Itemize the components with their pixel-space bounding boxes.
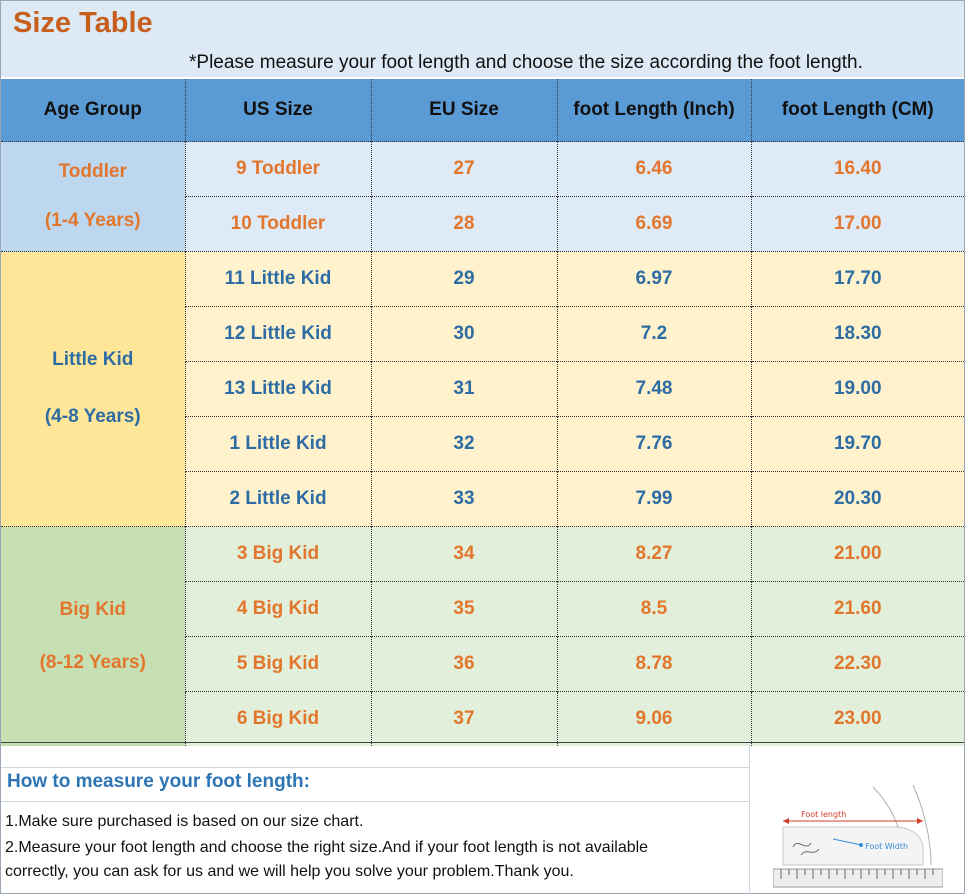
eu-size-cell: 32: [370, 416, 557, 472]
us-size-cell: 12 Little Kid: [184, 306, 371, 362]
eu-size-cell: 27: [370, 141, 557, 197]
header-eu-size: EU Size: [370, 79, 557, 142]
table-row: 4 Big Kid 35 8.5 21.60: [1, 581, 964, 637]
eu-size-cell: 36: [370, 636, 557, 692]
inch-cell: 8.78: [556, 636, 751, 692]
table-row: 10 Toddler 28 6.69 17.00: [1, 196, 964, 252]
us-size-cell: 6 Big Kid: [184, 691, 371, 746]
cm-cell: 16.40: [750, 141, 964, 197]
measure-note: *Please measure your foot length and cho…: [189, 52, 863, 73]
inch-cell: 8.27: [556, 526, 751, 582]
us-size-cell: 10 Toddler: [184, 196, 371, 252]
age-group-little-kid: Little Kid (4-8 Years): [1, 251, 185, 527]
howto-heading: How to measure your foot length:: [7, 771, 310, 792]
table-row: 5 Big Kid 36 8.78 22.30: [1, 636, 964, 692]
table-row: 12 Little Kid 30 7.2 18.30: [1, 306, 964, 362]
header-foot-length-cm: foot Length (CM): [750, 79, 964, 142]
header-foot-length-inch: foot Length (Inch): [556, 79, 751, 142]
cm-cell: 22.30: [750, 636, 964, 692]
group-range: (1-4 Years): [44, 209, 141, 231]
instruction-step-3: correctly, you can ask for us and we wil…: [5, 863, 574, 880]
group-name: Toddler: [58, 160, 127, 182]
table-row: 6 Big Kid 37 9.06 23.00: [1, 691, 964, 746]
inch-cell: 6.97: [556, 251, 751, 307]
cm-cell: 21.00: [750, 526, 964, 582]
inch-cell: 8.5: [556, 581, 751, 637]
cm-cell: 23.00: [750, 691, 964, 746]
us-size-cell: 1 Little Kid: [184, 416, 371, 472]
us-size-cell: 11 Little Kid: [184, 251, 371, 307]
us-size-cell: 9 Toddler: [184, 141, 371, 197]
header-age-group: Age Group: [1, 79, 185, 142]
us-size-cell: 4 Big Kid: [184, 581, 371, 637]
ruler-ticks: [780, 869, 934, 879]
foot-length-label: Foot length: [801, 810, 846, 819]
eu-size-cell: 34: [370, 526, 557, 582]
inch-cell: 7.2: [556, 306, 751, 362]
group-name: Big Kid: [59, 598, 127, 620]
table-row: 1 Little Kid 32 7.76 19.70: [1, 416, 964, 472]
us-size-cell: 5 Big Kid: [184, 636, 371, 692]
eu-size-cell: 33: [370, 471, 557, 527]
cm-cell: 20.30: [750, 471, 964, 527]
inch-cell: 7.99: [556, 471, 751, 527]
cm-cell: 19.00: [750, 361, 964, 417]
cm-cell: 17.70: [750, 251, 964, 307]
table-row: Little Kid (4-8 Years) 11 Little Kid 29 …: [1, 251, 964, 527]
eu-size-cell: 31: [370, 361, 557, 417]
cm-cell: 21.60: [750, 581, 964, 637]
page-title: Size Table: [13, 7, 153, 39]
size-table: Age Group US Size EU Size foot Length (I…: [1, 79, 964, 746]
divider: [1, 801, 749, 802]
group-range: (8-12 Years): [39, 651, 146, 673]
age-group-toddler: Toddler (1-4 Years): [1, 141, 185, 252]
eu-size-cell: 28: [370, 196, 557, 252]
inch-cell: 7.48: [556, 361, 751, 417]
us-size-cell: 3 Big Kid: [184, 526, 371, 582]
cm-cell: 19.70: [750, 416, 964, 472]
group-name: Little Kid: [52, 349, 134, 371]
table-row: 2 Little Kid 33 7.99 20.30: [1, 471, 964, 527]
table-row: Big Kid (8-12 Years) 3 Big Kid 34 8.27 2…: [1, 526, 964, 746]
table-row: Toddler (1-4 Years) 9 Toddler 27 6.46 16…: [1, 141, 964, 252]
title-band: Size Table *Please measure your foot len…: [1, 1, 964, 77]
inch-cell: 6.46: [556, 141, 751, 197]
group-range: (4-8 Years): [44, 406, 141, 427]
eu-size-cell: 35: [370, 581, 557, 637]
inch-cell: 7.76: [556, 416, 751, 472]
age-group-big-kid: Big Kid (8-12 Years): [1, 526, 185, 746]
divider: [749, 743, 750, 894]
eu-size-cell: 30: [370, 306, 557, 362]
inch-cell: 9.06: [556, 691, 751, 746]
foot-width-label: Foot Width: [865, 842, 908, 851]
inch-cell: 6.69: [556, 196, 751, 252]
eu-size-cell: 29: [370, 251, 557, 307]
divider: [1, 767, 749, 768]
us-size-cell: 13 Little Kid: [184, 361, 371, 417]
measure-instructions: How to measure your foot length: 1.Make …: [1, 742, 964, 894]
cm-cell: 17.00: [750, 196, 964, 252]
header-us-size: US Size: [184, 79, 371, 142]
eu-size-cell: 37: [370, 691, 557, 746]
table-row: 13 Little Kid 31 7.48 19.00: [1, 361, 964, 417]
foot-measurement-diagram: Foot length Foot Width: [773, 784, 943, 888]
cm-cell: 18.30: [750, 306, 964, 362]
header-row: Age Group US Size EU Size foot Length (I…: [1, 79, 964, 142]
instruction-step-2: 2.Measure your foot length and choose th…: [5, 839, 649, 856]
us-size-cell: 2 Little Kid: [184, 471, 371, 527]
instruction-step-1: 1.Make sure purchased is based on our si…: [5, 813, 364, 830]
